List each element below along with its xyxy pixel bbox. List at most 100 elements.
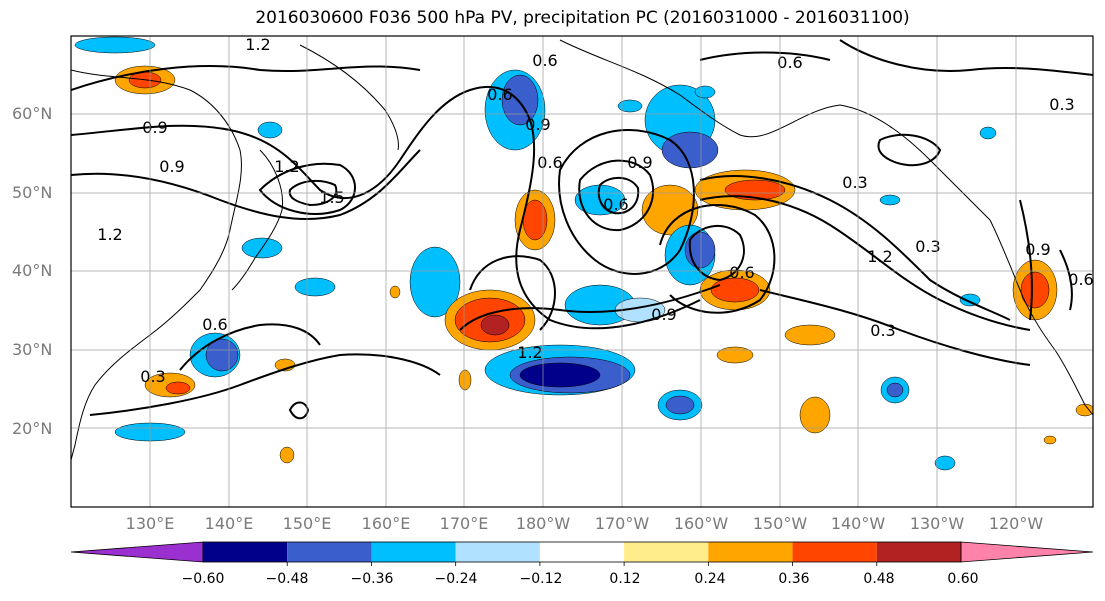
contour-label: 0.6 (537, 153, 562, 172)
precipitation-anomaly-blob (458, 369, 472, 391)
lon-label: 180°W (515, 514, 571, 533)
contour-label: 0.6 (487, 85, 512, 104)
contour-label: 0.6 (202, 315, 227, 334)
contour-label: 0.9 (525, 115, 550, 134)
pv-contour (89, 353, 441, 416)
precipitation-anomaly-blob (959, 293, 981, 307)
contour-label: 0.3 (1049, 95, 1074, 114)
alaska-coastline (559, 39, 991, 221)
gridlines (71, 36, 1093, 507)
lat-label: 60°N (12, 104, 53, 123)
contour-label: 0.3 (915, 237, 940, 256)
pv-contour (578, 159, 655, 232)
contour-label: 1.2 (274, 157, 299, 176)
precipitation-anomaly-blob (710, 277, 760, 303)
pv-contours (71, 39, 1093, 420)
contour-label: 0.3 (870, 321, 895, 340)
pv-contour (659, 204, 776, 314)
pv-contour (71, 149, 421, 220)
colorbar-max-extend (960, 541, 1094, 563)
pv-contour (1019, 199, 1033, 321)
pv-contour (71, 65, 421, 91)
colorbar-outline (202, 541, 962, 563)
colorbar-bin (203, 542, 288, 562)
precipitation-anomaly-blob (661, 131, 719, 169)
lat-label: 30°N (12, 340, 53, 359)
precipitation-anomaly-blob (1043, 435, 1057, 445)
precipitation-anomaly-blob (279, 446, 295, 464)
colorbar-tick-label: −0.48 (265, 571, 309, 587)
colorbar-tick-label: 0.48 (863, 571, 895, 587)
colorbar-min-extend (70, 541, 204, 563)
colorbar-tick-label: −0.36 (350, 571, 394, 587)
contour-label: 0.9 (627, 153, 652, 172)
pv-contour (699, 51, 831, 61)
colorbar-bin (539, 542, 625, 562)
lon-label: 160°E (361, 514, 411, 533)
precipitation-anomaly-blob (694, 85, 716, 99)
colorbar-tick-label: 0.36 (778, 571, 810, 587)
precipitation-anomaly-blob (724, 179, 786, 201)
coastlines (71, 39, 1093, 461)
colorbar-bin (876, 542, 961, 562)
colorbar-tick-label: 0.60 (947, 571, 979, 587)
precipitation-anomaly-blob (409, 246, 461, 318)
contour-label: 0.6 (777, 53, 802, 72)
precipitation-anomaly-blob (716, 346, 754, 364)
pv-contour (459, 284, 721, 331)
colorbar-tick-label: −0.12 (519, 571, 563, 587)
precipitation-anomaly-blob (480, 314, 510, 336)
lat-label: 50°N (12, 183, 53, 202)
precipitation-anomaly-blob (205, 338, 239, 372)
pv-contour (877, 133, 942, 167)
map-frame (70, 35, 1094, 508)
pv-contour (179, 323, 321, 371)
colorbar-tick-label: −0.24 (434, 571, 478, 587)
precipitation-anomaly-blob (879, 194, 901, 206)
precipitation-anomaly-blob (1020, 271, 1050, 309)
precipitation-anomaly-blob (74, 36, 156, 54)
contour-label: 0.6 (532, 51, 557, 70)
lon-label: 140°E (204, 514, 254, 533)
contour-label: 0.9 (1025, 240, 1050, 259)
precipitation-anomaly-blob (165, 381, 191, 395)
pv-contour (839, 39, 1093, 76)
precipitation-anomaly-blob (665, 395, 695, 415)
precipitation-anomaly-blob (979, 126, 997, 140)
colorbar-bin (624, 542, 709, 562)
contour-label: 0.9 (142, 118, 167, 137)
contour-label: 0.9 (651, 305, 676, 324)
precipitation-anomaly-blob (934, 455, 956, 471)
contour-label: 0.6 (1068, 270, 1093, 289)
lon-label: 130°E (125, 514, 175, 533)
asia-coastline (71, 69, 242, 461)
precipitation-anomaly-blob (519, 362, 601, 388)
precipitation-anomaly-blob (617, 99, 643, 113)
colorbar (70, 541, 1094, 566)
lat-label: 40°N (12, 261, 53, 280)
contour-label: 1.2 (867, 247, 892, 266)
pv-contour (258, 162, 356, 215)
precipitation-anomaly-blob (799, 396, 831, 434)
lat-label: 20°N (12, 419, 53, 438)
lon-label: 170°E (439, 514, 489, 533)
contour-label: 0.3 (842, 173, 867, 192)
pv-contour (597, 176, 640, 215)
precipitation-anomaly-blob (294, 277, 336, 297)
pv-contour (1059, 249, 1073, 311)
pv-contour (688, 224, 745, 282)
contour-label: 0.6 (729, 263, 754, 282)
map-title: 2016030600 F036 500 hPa PV, precipitatio… (255, 8, 910, 28)
precipitation-anomaly-blob (784, 324, 836, 346)
precipitation-anomaly-blob (501, 74, 539, 126)
colorbar-bin (455, 542, 540, 562)
lon-label: 170°W (594, 514, 650, 533)
colorbar-tick-label: 0.12 (609, 571, 641, 587)
colorbar-tick-label: 0.24 (694, 571, 726, 587)
precipitation-anomaly-blob (257, 121, 283, 139)
lon-label: 120°W (988, 514, 1044, 533)
contour-label: 1.5 (319, 188, 344, 207)
kamchatka-coastline (299, 44, 399, 151)
contour-label: 1.2 (245, 35, 270, 54)
